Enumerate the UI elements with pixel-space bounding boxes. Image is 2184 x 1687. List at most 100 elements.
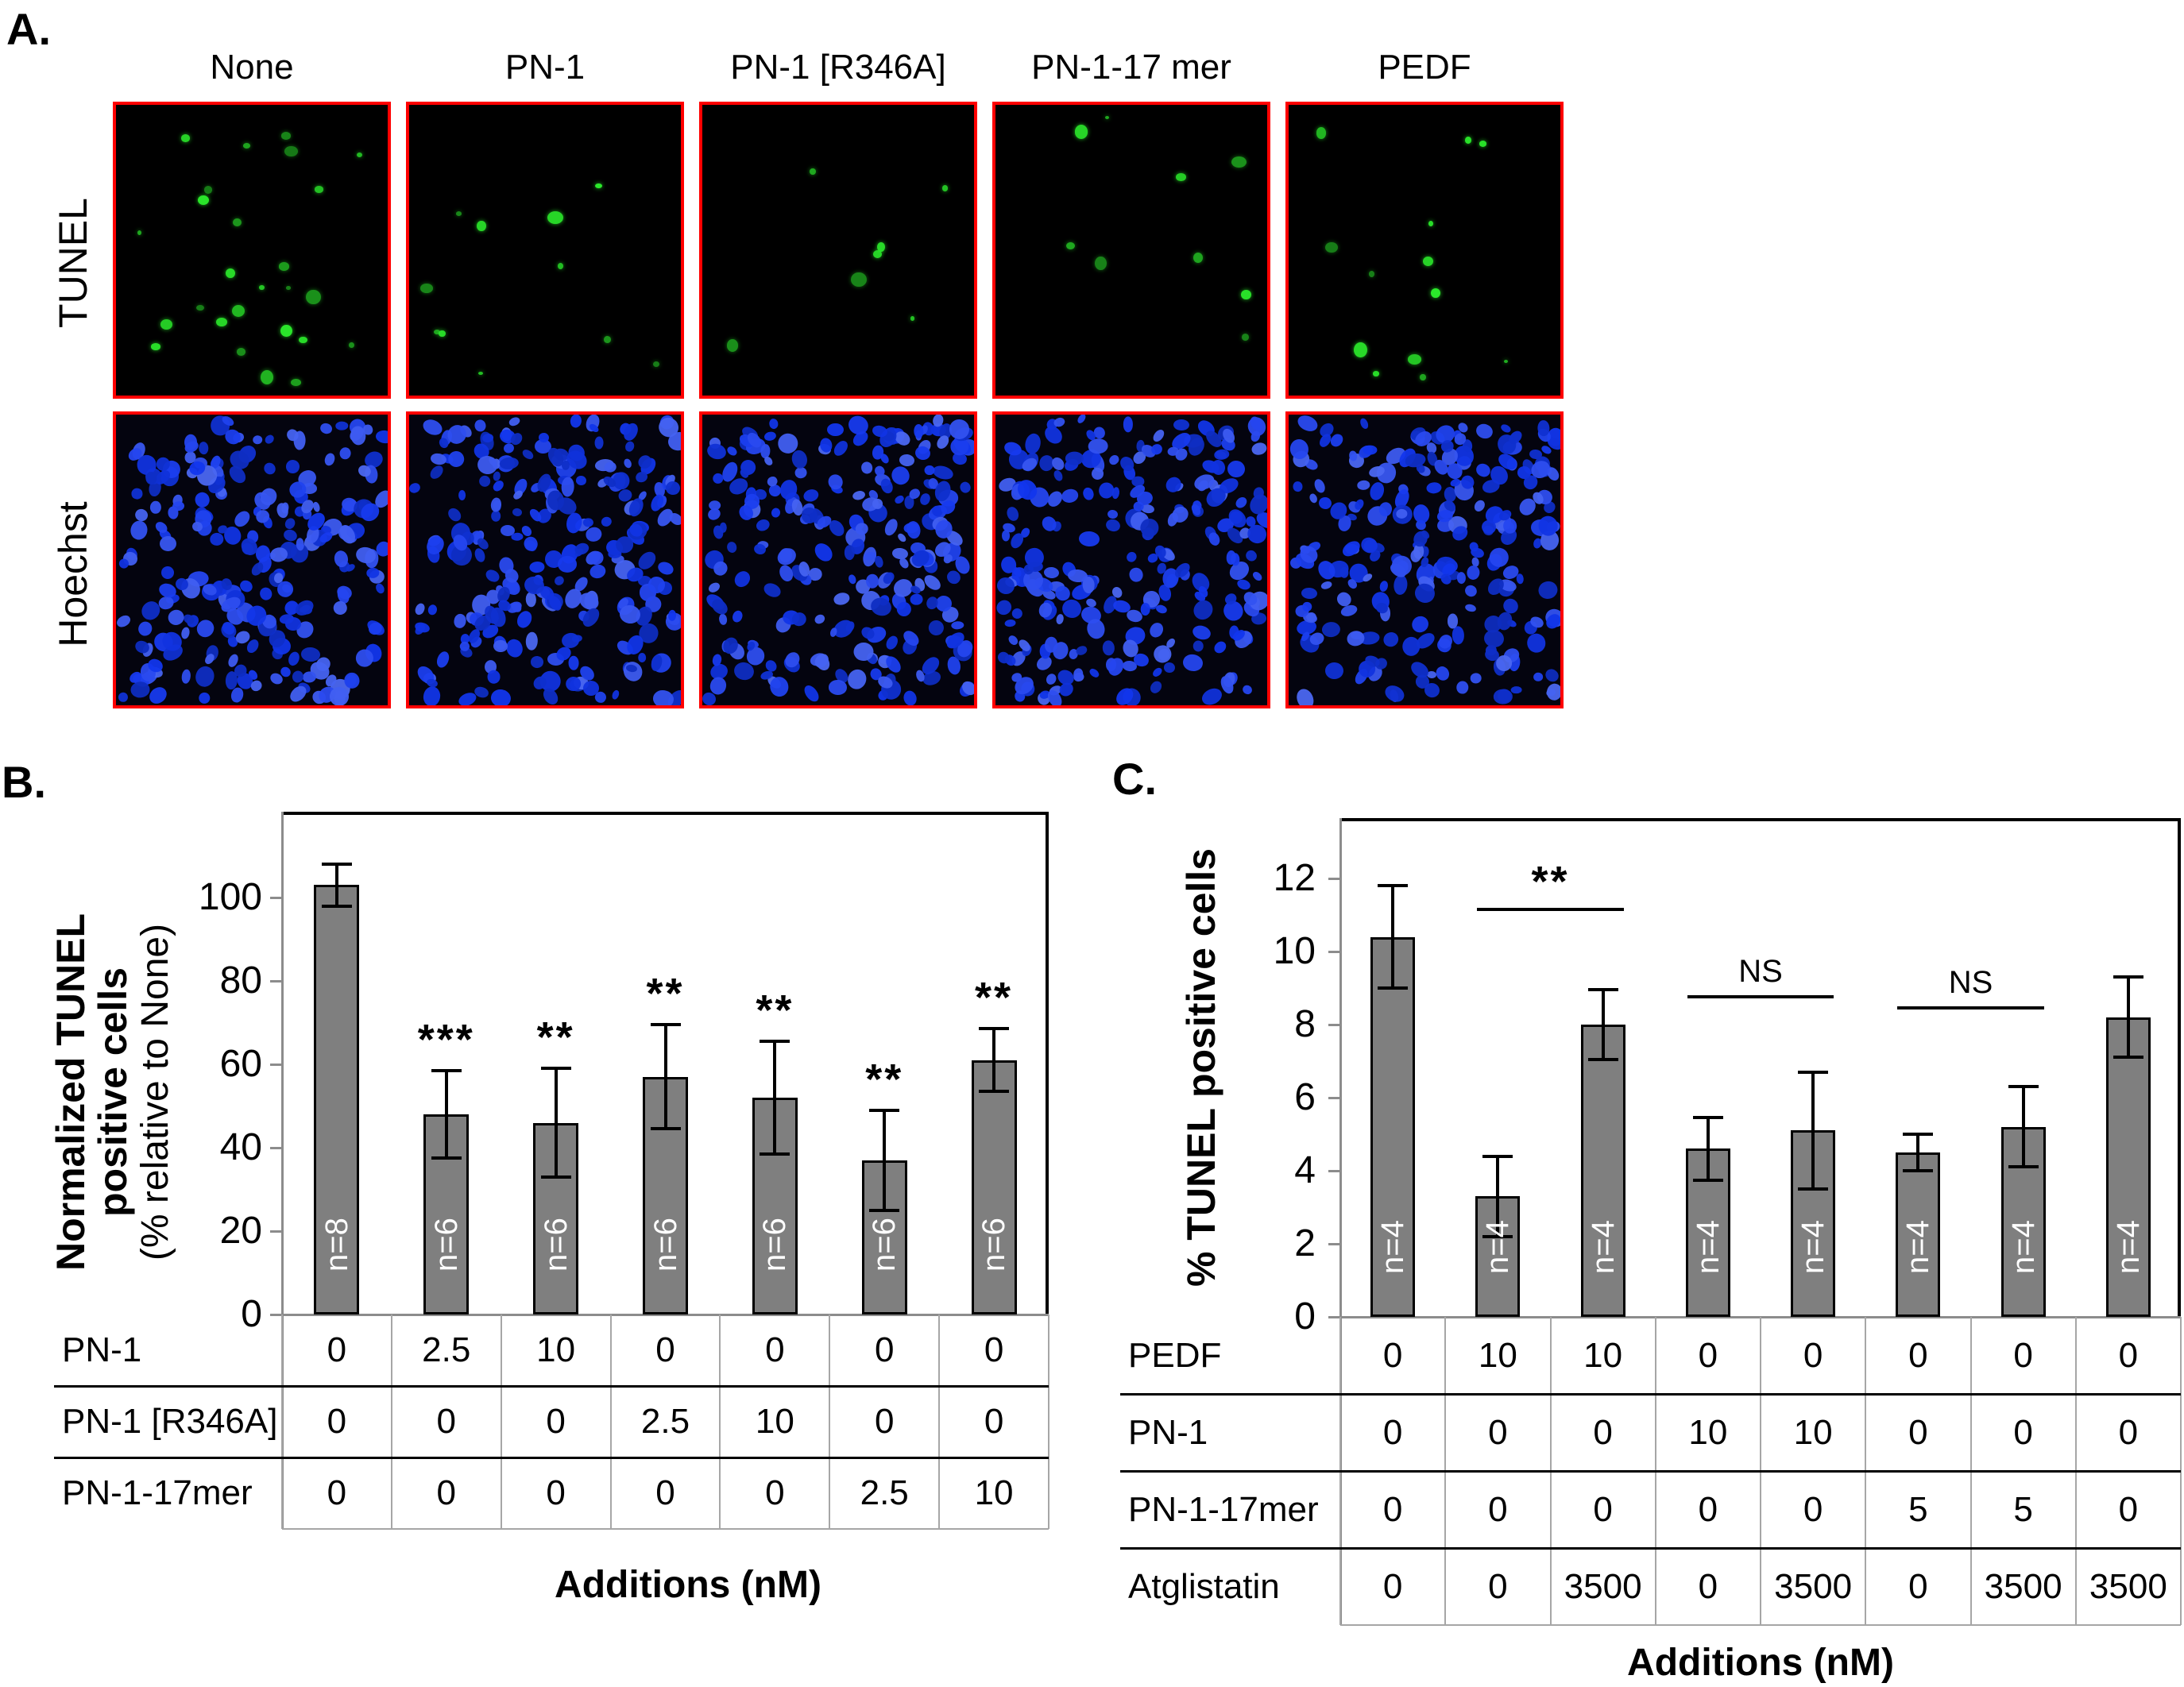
table-grid-line-v xyxy=(609,1314,612,1529)
table-cell-r1-c2: 0 xyxy=(1593,1412,1613,1452)
y-tick-mark xyxy=(270,979,282,982)
table-cell-r0-c6: 0 xyxy=(984,1330,1004,1369)
table-cell-r2-c1: 0 xyxy=(436,1473,456,1512)
nucleus-dot xyxy=(1425,481,1443,495)
nucleus-dot xyxy=(884,633,901,651)
error-bar-cap-bottom xyxy=(2008,1165,2039,1169)
hoechst-image-4 xyxy=(1285,411,1564,708)
apoptotic-cell-dot xyxy=(1408,354,1421,365)
table-cell-r1-c2: 0 xyxy=(546,1402,566,1441)
apoptotic-cell-dot xyxy=(1464,137,1472,144)
nucleus-dot xyxy=(1543,666,1560,685)
table-cell-r3-c4: 3500 xyxy=(1774,1566,1853,1606)
nucleus-dot xyxy=(1123,415,1133,432)
table-row-separator xyxy=(54,1456,1049,1459)
bar-0 xyxy=(1370,936,1416,1317)
error-bar-3 xyxy=(1706,1118,1710,1180)
error-bar-cap-bottom xyxy=(540,1175,571,1179)
nucleus-dot xyxy=(560,476,575,497)
apoptotic-cell-dot xyxy=(726,338,739,352)
table-cell-r1-c0: 0 xyxy=(1382,1412,1403,1452)
nucleus-dot xyxy=(770,507,782,519)
nucleus-dot xyxy=(582,681,599,697)
error-bar-cap-top xyxy=(1903,1133,1934,1136)
nucleus-dot xyxy=(593,436,604,450)
nucleus-dot xyxy=(1312,477,1328,495)
nucleus-dot xyxy=(1464,603,1478,613)
nucleus-dot xyxy=(1111,486,1121,500)
nucleus-dot xyxy=(434,649,451,670)
error-bar-1 xyxy=(444,1070,448,1159)
nucleus-dot xyxy=(1207,531,1222,548)
nucleus-dot xyxy=(530,654,544,669)
nucleus-dot xyxy=(525,631,539,651)
nucleus-dot xyxy=(1189,596,1217,623)
error-bar-cap-bottom xyxy=(1482,1234,1513,1238)
apoptotic-cell-dot xyxy=(356,152,362,157)
error-bar-cap-top xyxy=(1587,988,1618,992)
nucleus-dot xyxy=(767,418,779,430)
apoptotic-cell-dot xyxy=(434,329,440,335)
table-cell-r2-c5: 2.5 xyxy=(860,1473,909,1512)
table-cell-r2-c5: 5 xyxy=(1908,1489,1928,1529)
apoptotic-cell-dot xyxy=(314,186,323,193)
significance-stars-2: ** xyxy=(536,1013,575,1062)
apoptotic-cell-dot xyxy=(477,221,486,232)
nucleus-dot xyxy=(828,679,848,696)
table-cell-r0-c2: 10 xyxy=(1583,1335,1623,1375)
nucleus-dot xyxy=(1301,587,1318,600)
error-bar-cap-top xyxy=(321,863,352,866)
nucleus-dot xyxy=(511,508,523,518)
nucleus-dot xyxy=(192,490,211,509)
table-cell-r1-c1: 0 xyxy=(1488,1412,1508,1452)
nucleus-dot xyxy=(445,505,464,524)
nucleus-dot xyxy=(374,429,388,444)
significance-stars-5: ** xyxy=(865,1055,904,1103)
error-bar-cap-bottom xyxy=(431,1156,462,1160)
nucleus-dot xyxy=(1150,666,1164,678)
table-cell-r1-c0: 0 xyxy=(327,1402,347,1441)
nucleus-dot xyxy=(879,452,891,465)
n-count-label-1: n=6 xyxy=(428,1218,464,1272)
nucleus-dot xyxy=(258,585,274,602)
apoptotic-cell-dot xyxy=(305,289,321,305)
column-label-2: PN-1 [R346A] xyxy=(730,48,946,87)
error-bar-4 xyxy=(1811,1071,1815,1189)
nucleus-dot xyxy=(718,613,728,626)
apoptotic-cell-dot xyxy=(420,284,434,293)
error-bar-cap-top xyxy=(431,1068,462,1072)
nucleus-dot xyxy=(425,678,439,689)
error-bar-cap-bottom xyxy=(650,1127,681,1131)
error-bar-cap-bottom xyxy=(2112,1056,2143,1060)
error-bar-cap-bottom xyxy=(1903,1169,1934,1172)
table-cell-r2-c2: 0 xyxy=(546,1473,566,1512)
nucleus-dot xyxy=(552,574,566,588)
table-cell-r0-c4: 0 xyxy=(1803,1335,1823,1375)
apoptotic-cell-dot xyxy=(298,336,307,344)
nucleus-dot xyxy=(474,418,487,433)
nucleus-dot xyxy=(504,637,526,660)
y-tick-mark xyxy=(270,1313,282,1316)
nucleus-dot xyxy=(1151,427,1167,444)
nucleus-dot xyxy=(1482,628,1506,649)
error-bar-cap-bottom xyxy=(1378,986,1409,990)
nucleus-dot xyxy=(1463,582,1479,599)
tunel-image-3 xyxy=(992,102,1270,399)
nucleus-dot xyxy=(1088,667,1101,680)
nucleus-dot xyxy=(1493,689,1513,705)
nucleus-dot xyxy=(910,593,924,606)
y-tick-label: 20 xyxy=(219,1210,262,1252)
nucleus-dot xyxy=(261,460,278,477)
nucleus-dot xyxy=(1104,517,1123,534)
bracket-label-2: NS xyxy=(1948,965,1993,1000)
nucleus-dot xyxy=(731,608,745,624)
panel-a-row-label-hoechst: Hoechst xyxy=(51,501,95,647)
nucleus-dot xyxy=(1321,621,1341,638)
table-row-label-0: PN-1 xyxy=(62,1330,142,1369)
table-grid-line-v xyxy=(829,1314,831,1529)
error-bar-cap-top xyxy=(1378,884,1409,888)
table-cell-r0-c3: 0 xyxy=(1698,1335,1718,1375)
significance-bracket-0 xyxy=(1477,907,1624,911)
nucleus-dot xyxy=(1200,685,1225,705)
n-count-label-5: n=4 xyxy=(1900,1220,1935,1274)
